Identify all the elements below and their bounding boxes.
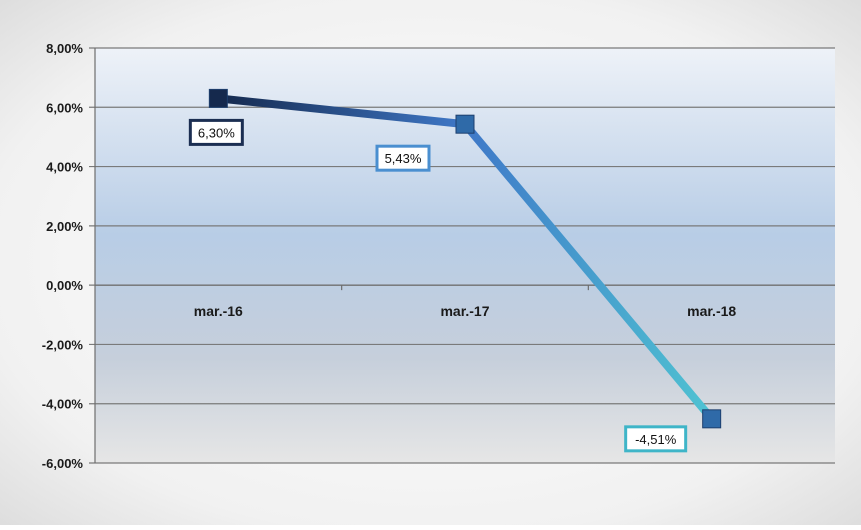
data-label-box [624,425,688,453]
data-point-marker [455,114,475,134]
y-tick-label: 2,00% [46,219,83,234]
data-label: -4,51% [624,425,688,453]
y-tick-label: 8,00% [46,41,83,56]
data-label: 6,30% [188,118,244,146]
y-axis-tick-labels: 8,00% 6,00% 4,00% 2,00% 0,00% -2,00% -4,00% -6,… [42,41,84,471]
x-tick-label: mar.-17 [440,303,489,319]
axes [94,48,835,463]
data-label: 5,43% [375,144,431,172]
x-tick-label: mar.-16 [194,303,243,319]
data-point-marker [208,88,228,108]
y-tick-label: -2,00% [42,337,84,352]
data-label-box [375,144,431,172]
y-tick-label: 4,00% [46,160,83,175]
y-tick-label: -6,00% [42,456,84,471]
y-tick-label: -4,00% [42,397,84,412]
plot-area [95,48,835,463]
data-label-text: 6,30% [198,125,235,140]
data-label-text: -4,51% [635,432,677,447]
data-point-marker [702,409,722,429]
data-label-box [188,118,244,146]
data-label-text: 5,43% [385,151,422,166]
data-labels: 6,30% 5,43% -4,51% [188,118,688,453]
y-tick-label: 0,00% [46,278,83,293]
y-tick-label: 6,00% [46,100,83,115]
x-axis-tick-labels: mar.-16 mar.-17 mar.-18 [194,303,737,319]
markers [208,88,722,429]
x-tick-label: mar.-18 [687,303,736,319]
